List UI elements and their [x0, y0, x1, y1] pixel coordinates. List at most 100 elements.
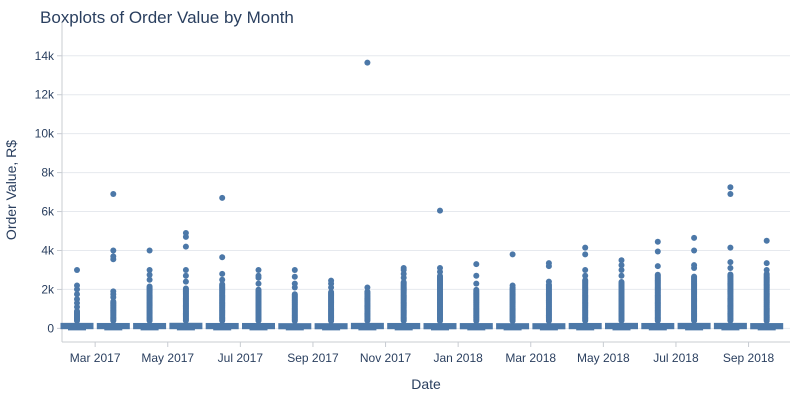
month-box[interactable]: [532, 260, 566, 331]
outlier-point: [473, 272, 480, 279]
outlier-point: [727, 244, 734, 251]
outlier-point: [146, 271, 153, 278]
outlier-point: [255, 266, 262, 273]
month-box[interactable]: [423, 207, 457, 331]
month-box[interactable]: [605, 257, 638, 331]
outlier-point: [255, 286, 262, 293]
box-body: [713, 322, 747, 330]
outlier-point: [727, 184, 734, 191]
month-box[interactable]: [242, 266, 275, 331]
outlier-point: [182, 229, 189, 236]
outlier-point: [182, 272, 189, 279]
outlier-point: [291, 273, 298, 280]
outlier-point: [110, 288, 117, 295]
outlier-point: [146, 283, 153, 290]
outlier-point: [74, 308, 80, 315]
y-tick-label: 4k: [41, 243, 55, 257]
box-body: [205, 322, 239, 330]
outlier-point: [763, 266, 770, 273]
outlier-point: [582, 266, 589, 273]
outlier-point: [74, 266, 80, 273]
month-box[interactable]: [133, 247, 167, 331]
outlier-point: [727, 271, 734, 278]
outlier-point: [582, 244, 589, 251]
outlier-point: [618, 279, 625, 286]
outlier-point: [219, 276, 226, 283]
outlier-point: [763, 260, 770, 267]
outlier-point: [582, 272, 589, 279]
outlier-point: [509, 251, 516, 258]
x-tick-label: Nov 2017: [360, 351, 412, 365]
outlier-point: [473, 280, 480, 287]
outlier-point: [582, 277, 589, 284]
outlier-point: [654, 238, 661, 245]
outlier-point: [74, 282, 80, 289]
outlier-point: [110, 298, 117, 305]
month-box[interactable]: [169, 229, 203, 331]
outlier-point: [182, 266, 189, 273]
outlier-point: [509, 282, 516, 289]
outlier-point: [618, 257, 625, 264]
y-tick-label: 14k: [35, 49, 55, 63]
box-body: [605, 322, 638, 330]
outlier-point: [182, 243, 189, 250]
month-box[interactable]: [459, 261, 493, 331]
month-box[interactable]: [96, 191, 130, 331]
month-box[interactable]: [677, 234, 711, 331]
outlier-point: [473, 261, 480, 268]
month-box[interactable]: [713, 184, 747, 331]
box-series[interactable]: [60, 59, 784, 331]
month-box[interactable]: [60, 266, 94, 331]
y-tick-label: 8k: [41, 166, 55, 180]
month-box[interactable]: [387, 265, 421, 331]
month-box[interactable]: [496, 251, 530, 331]
box-body: [278, 323, 312, 330]
box-body: [532, 323, 566, 330]
outlier-point: [654, 271, 661, 278]
y-tick-label: 0: [47, 321, 54, 335]
outlier-point: [364, 288, 371, 295]
outlier-point: [182, 278, 189, 285]
axes: [61, 22, 790, 343]
outlier-point: [74, 291, 80, 298]
outlier-point: [400, 265, 407, 272]
outlier-point: [328, 277, 335, 284]
outlier-point: [291, 266, 298, 273]
month-box[interactable]: [314, 277, 348, 331]
outlier-point: [291, 291, 298, 298]
box-body: [459, 323, 493, 330]
month-box[interactable]: [350, 59, 384, 331]
outlier-point: [74, 296, 80, 303]
month-box[interactable]: [278, 266, 312, 331]
box-body: [60, 322, 94, 330]
x-tick-label: Sep 2018: [723, 351, 775, 365]
y-tick-label: 2k: [41, 282, 55, 296]
box-body: [387, 322, 421, 330]
x-tick-label: Mar 2017: [70, 351, 121, 365]
outlier-point: [473, 286, 480, 293]
outlier-point: [618, 272, 625, 279]
outlier-point: [727, 265, 734, 272]
y-tick-label: 10k: [35, 127, 55, 141]
outlier-point: [146, 276, 153, 283]
month-box[interactable]: [205, 194, 239, 331]
outlier-point: [110, 191, 117, 198]
outlier-point: [691, 247, 698, 254]
grid-lines: [62, 55, 790, 329]
chart-title: Boxplots of Order Value by Month: [40, 8, 294, 27]
outlier-point: [545, 278, 552, 285]
outlier-point: [691, 273, 698, 280]
x-tick-label: Mar 2018: [505, 351, 556, 365]
x-axis-ticks: Mar 2017 May 2017 Jul 2017 Sep 2017 Nov 2017…: [70, 342, 775, 365]
x-tick-label: Jul 2017: [218, 351, 264, 365]
month-box[interactable]: [568, 244, 602, 331]
box-body: [750, 323, 784, 330]
outlier-point: [437, 265, 443, 272]
outlier-point: [146, 247, 153, 254]
month-box[interactable]: [750, 237, 784, 331]
outlier-point: [545, 260, 552, 267]
outlier-point: [727, 191, 734, 198]
month-box[interactable]: [641, 238, 675, 331]
box-body: [96, 322, 130, 330]
